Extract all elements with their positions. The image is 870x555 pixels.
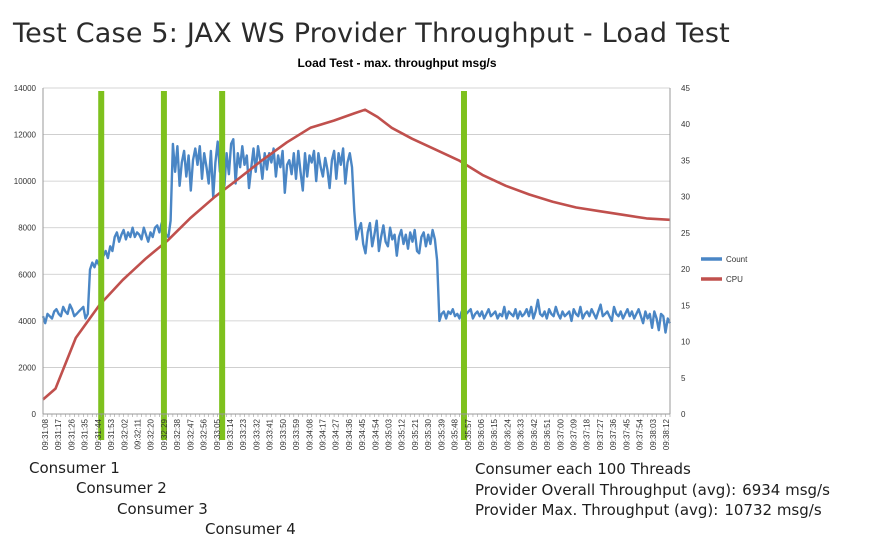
x-tick-label: 09:36:15 <box>490 418 499 450</box>
x-tick-label: 09:31:08 <box>41 418 50 450</box>
y-left-tick-label: 2000 <box>18 363 36 372</box>
y-left-tick-label: 10000 <box>14 177 37 186</box>
note-overall-value: 6934 msg/s <box>742 481 830 499</box>
slide-title: Test Case 5: JAX WS Provider Throughput … <box>13 18 730 49</box>
x-tick-label: 09:33:14 <box>226 418 235 450</box>
caption-consumer-2: Consumer 2 <box>76 479 167 497</box>
x-tick-label: 09:35:48 <box>451 418 460 450</box>
x-tick-label: 09:37:54 <box>636 418 645 450</box>
note-max-label: Provider Max. Throughput (avg): <box>475 501 719 519</box>
x-tick-label: 09:31:53 <box>107 418 116 450</box>
y-right-tick-label: 5 <box>681 374 686 383</box>
x-tick-label: 09:34:17 <box>318 418 327 450</box>
x-tick-label: 09:35:03 <box>385 418 394 450</box>
y-left-tick-label: 4000 <box>18 317 36 326</box>
x-tick-label: 09:33:23 <box>239 418 248 450</box>
y-right-tick-label: 45 <box>681 84 690 93</box>
x-tick-label: 09:36:42 <box>530 418 539 450</box>
y-right-tick-label: 25 <box>681 229 690 238</box>
caption-consumer-3: Consumer 3 <box>117 500 208 518</box>
x-tick-label: 09:34:45 <box>358 418 367 450</box>
y-left-tick-label: 8000 <box>18 224 36 233</box>
x-tick-label: 09:32:02 <box>120 418 129 450</box>
marker-layer <box>98 91 467 440</box>
note-overall-label: Provider Overall Throughput (avg): <box>475 481 737 499</box>
x-tick-label: 09:35:57 <box>464 418 473 450</box>
x-tick-label: 09:34:08 <box>305 418 314 450</box>
y-right-tick-label: 10 <box>681 338 690 347</box>
x-tick-label: 09:33:32 <box>252 418 261 450</box>
x-tick-label: 09:32:38 <box>173 418 182 450</box>
grid-layer <box>43 87 670 415</box>
x-tick-label: 09:37:09 <box>570 418 579 450</box>
x-tick-label: 09:31:26 <box>67 418 76 450</box>
x-tick-label: 09:37:36 <box>609 418 618 450</box>
y-right-tick-label: 35 <box>681 156 690 165</box>
x-tick-label: 09:35:39 <box>437 418 446 450</box>
note-max-throughput: Provider Max. Throughput (avg): 10732 msg… <box>475 501 822 519</box>
series-count-line <box>41 138 672 334</box>
y-right-tick-label: 20 <box>681 265 690 274</box>
x-tick-label: 09:33:50 <box>279 418 288 450</box>
y-right-tick-label: 30 <box>681 193 690 202</box>
series-cpu-line <box>42 108 671 401</box>
series-layer <box>41 108 672 401</box>
y-right-tick-label: 0 <box>681 410 686 419</box>
x-tick-label: 09:35:21 <box>411 418 420 450</box>
x-tick-label: 09:35:12 <box>398 418 407 450</box>
x-tick-label: 09:38:12 <box>662 418 671 450</box>
x-tick-label: 09:36:33 <box>517 418 526 450</box>
legend: Count CPU <box>701 255 748 284</box>
note-overall-throughput: Provider Overall Throughput (avg): 6934 m… <box>475 481 830 499</box>
x-tick-label: 09:34:27 <box>332 418 341 450</box>
x-tick-label: 09:32:20 <box>147 418 156 450</box>
chart-title: Load Test - max. throughput msg/s <box>297 56 496 70</box>
x-tick-label: 09:32:47 <box>186 418 195 450</box>
x-tick-label: 09:31:35 <box>81 418 90 450</box>
x-tick-label: 09:34:36 <box>345 418 354 450</box>
x-tick-label: 09:31:17 <box>54 418 63 450</box>
x-tick-label: 09:37:27 <box>596 418 605 450</box>
legend-label-count: Count <box>726 255 748 264</box>
note-threads: Consumer each 100 Threads <box>475 460 691 478</box>
x-tick-label: 09:32:56 <box>200 418 209 450</box>
x-tick-label: 09:32:11 <box>133 418 142 449</box>
y-left-tick-label: 14000 <box>14 84 37 93</box>
x-tick-label: 09:36:51 <box>543 418 552 450</box>
x-tick-label: 09:33:41 <box>266 418 275 450</box>
x-tick-label: 09:35:30 <box>424 418 433 450</box>
note-max-value: 10732 msg/s <box>724 501 822 519</box>
x-tick-label: 09:38:03 <box>649 418 658 450</box>
axis-layer: 0 2000 4000 6000 8000 10000 12000 14000 0 5 10 15 20… <box>14 84 691 450</box>
x-tick-label: 09:37:45 <box>622 418 631 450</box>
x-tick-label: 09:36:24 <box>503 418 512 450</box>
x-tick-label: 09:36:06 <box>477 418 486 450</box>
y-left-tick-label: 12000 <box>14 131 37 140</box>
y-left-tick-label: 0 <box>32 410 37 419</box>
caption-consumer-4: Consumer 4 <box>205 520 296 538</box>
caption-consumer-1: Consumer 1 <box>29 459 120 477</box>
x-tick-label: 09:31:44 <box>94 418 103 450</box>
x-tick-label: 09:33:59 <box>292 418 301 450</box>
y-right-tick-label: 15 <box>681 301 690 310</box>
x-tick-label: 09:37:18 <box>583 418 592 450</box>
legend-label-cpu: CPU <box>726 275 743 284</box>
x-tick-label: 09:32:29 <box>160 418 169 450</box>
x-tick-label: 09:33:05 <box>213 418 222 450</box>
x-tick-label: 09:34:54 <box>371 418 380 450</box>
y-right-tick-label: 40 <box>681 120 690 129</box>
y-left-tick-label: 6000 <box>18 270 36 279</box>
x-tick-label: 09:37:00 <box>556 418 565 450</box>
